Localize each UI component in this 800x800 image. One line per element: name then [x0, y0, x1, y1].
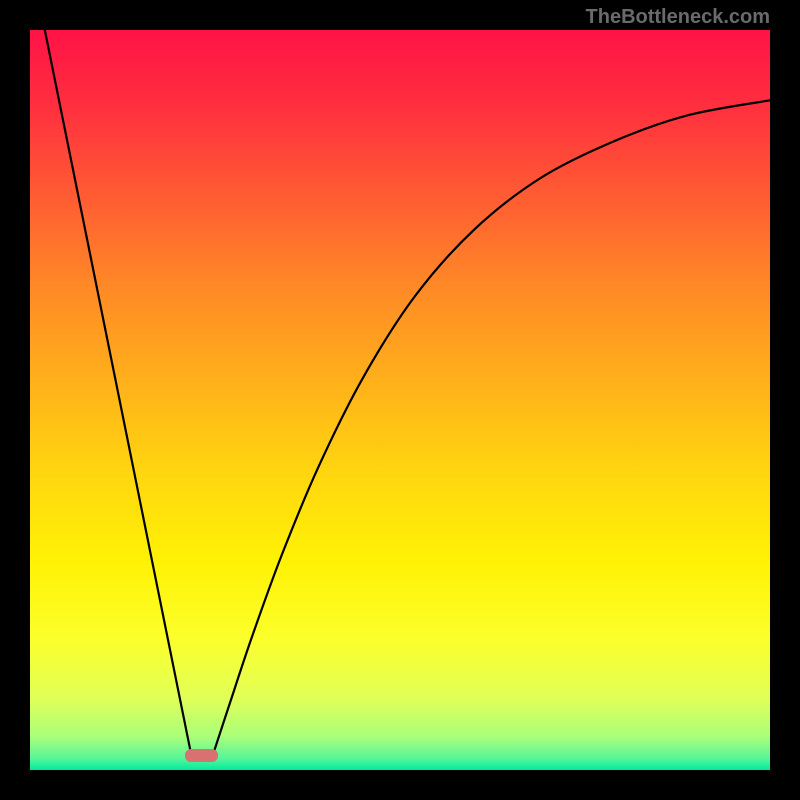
chart-frame: TheBottleneck.com	[0, 0, 800, 800]
dip-marker	[185, 749, 218, 762]
plot-area	[30, 30, 770, 770]
curve	[30, 30, 770, 770]
curve-right-segment	[213, 100, 770, 755]
watermark-text: TheBottleneck.com	[586, 6, 770, 29]
curve-left-segment	[45, 30, 192, 755]
